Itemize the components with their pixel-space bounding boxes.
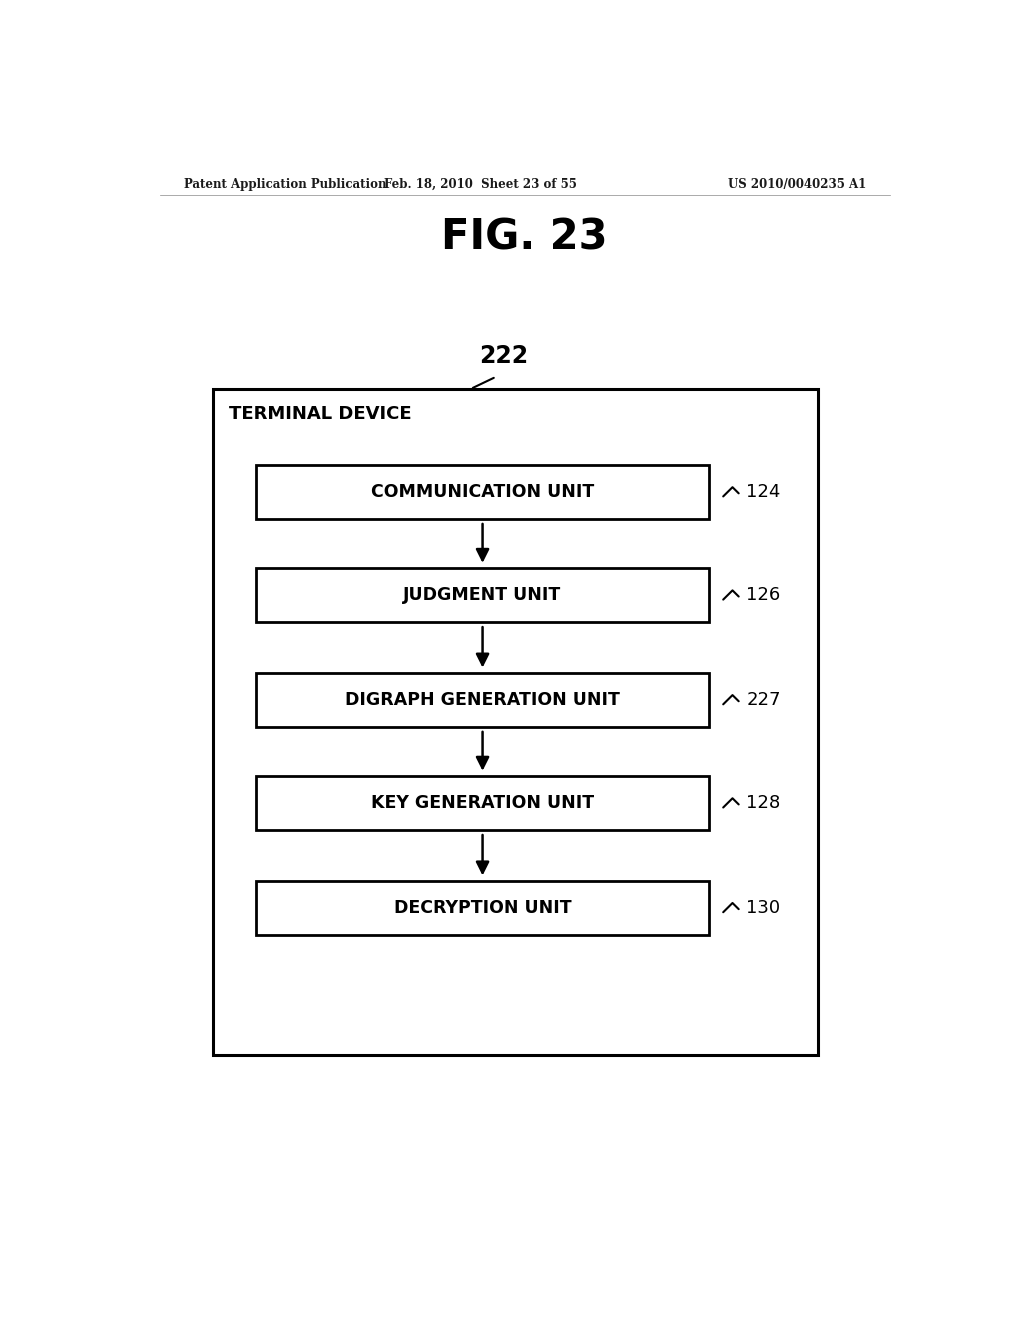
Bar	[256, 880, 710, 935]
Bar	[256, 673, 710, 726]
Text: 227: 227	[746, 690, 781, 709]
Text: 124: 124	[746, 483, 781, 500]
Bar	[213, 389, 818, 1056]
Text: Feb. 18, 2010  Sheet 23 of 55: Feb. 18, 2010 Sheet 23 of 55	[384, 178, 578, 190]
Text: 222: 222	[479, 343, 528, 368]
Text: FIG. 23: FIG. 23	[441, 216, 608, 259]
Text: TERMINAL DEVICE: TERMINAL DEVICE	[228, 405, 412, 422]
Text: 128: 128	[746, 793, 780, 812]
Text: DIGRAPH GENERATION UNIT: DIGRAPH GENERATION UNIT	[345, 690, 620, 709]
Text: Patent Application Publication: Patent Application Publication	[183, 178, 386, 190]
Text: JUDGMENT UNIT: JUDGMENT UNIT	[403, 586, 562, 605]
Text: KEY GENERATION UNIT: KEY GENERATION UNIT	[371, 793, 594, 812]
Bar	[256, 465, 710, 519]
Bar	[256, 776, 710, 830]
Bar	[256, 568, 710, 622]
Text: 130: 130	[746, 899, 780, 916]
Text: DECRYPTION UNIT: DECRYPTION UNIT	[394, 899, 571, 916]
Text: COMMUNICATION UNIT: COMMUNICATION UNIT	[371, 483, 594, 500]
Text: 126: 126	[746, 586, 780, 605]
Text: US 2010/0040235 A1: US 2010/0040235 A1	[727, 178, 866, 190]
